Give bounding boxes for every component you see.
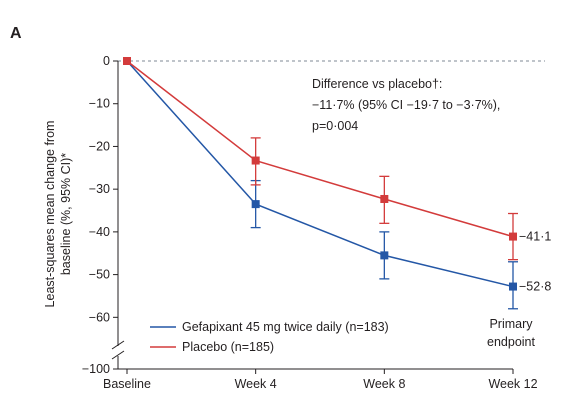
- y-tick-label: −20: [89, 139, 110, 153]
- annotation-line-1: Difference vs placebo†:: [312, 77, 442, 91]
- y-tick-label: −60: [89, 310, 110, 324]
- end-label-placebo: −41·1: [519, 230, 551, 244]
- y-tick-label: −50: [89, 268, 110, 282]
- data-point-placebo: [123, 57, 131, 65]
- legend-label-placebo: Placebo (n=185): [182, 340, 274, 354]
- y-axis-title-line-2: baseline (%, 95% CI)*: [59, 153, 73, 275]
- data-point-gefapixant: [380, 251, 389, 260]
- y-axis-break-mark: [111, 350, 125, 360]
- y-tick-label: 0: [103, 54, 110, 68]
- annotation-line-3: p=0·004: [312, 119, 358, 133]
- x-tick-label: Week 8: [363, 377, 405, 391]
- primary-endpoint-label: Primary endpoint: [487, 317, 535, 349]
- y-tick-label: −10: [89, 97, 110, 111]
- series-line-gefapixant: [126, 60, 514, 288]
- data-point-gefapixant: [251, 200, 260, 209]
- annotation-line-2: −11·7% (95% CI −19·7 to −3·7%),: [312, 98, 500, 112]
- y-tick-label: −30: [89, 182, 110, 196]
- end-label-gefapixant: −52·8: [519, 280, 551, 294]
- legend: Gefapixant 45 mg twice daily (n=183) Pla…: [150, 320, 389, 354]
- x-tick-label: Baseline: [103, 377, 151, 391]
- data-point-placebo: [509, 232, 517, 241]
- data-point-placebo: [380, 194, 389, 203]
- primary-endpoint-line-1: Primary: [489, 317, 533, 331]
- data-point-gefapixant: [509, 282, 517, 291]
- primary-endpoint-line-2: endpoint: [487, 335, 535, 349]
- series-layer: −52·8 −41·1: [123, 57, 551, 310]
- y-axis-title-line-1: Least-squares mean change from: [43, 121, 57, 308]
- data-point-placebo: [251, 156, 260, 165]
- legend-label-gefapixant: Gefapixant 45 mg twice daily (n=183): [182, 320, 389, 334]
- panel-label: A: [10, 25, 22, 42]
- y-axis-break-mark: [111, 340, 125, 350]
- x-tick-label: Week 4: [235, 377, 277, 391]
- y-tick-label: −40: [89, 225, 110, 239]
- y-tick-label: −100: [82, 362, 110, 376]
- annotation: Difference vs placebo†: −11·7% (95% CI −…: [312, 77, 500, 133]
- x-tick-label: Week 12: [488, 377, 537, 391]
- series-line-placebo: [126, 60, 514, 238]
- y-axis-title: Least-squares mean change from baseline …: [43, 121, 73, 308]
